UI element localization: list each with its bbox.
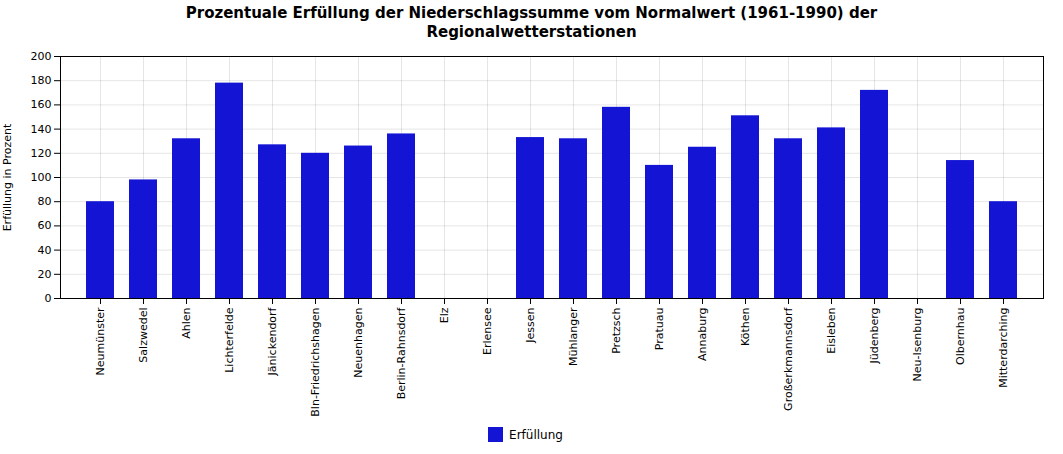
svg-text:Großerkmannsdorf: Großerkmannsdorf — [782, 306, 795, 410]
svg-text:Bln-Friedrichshagen: Bln-Friedrichshagen — [309, 307, 322, 416]
svg-text:20: 20 — [38, 268, 52, 281]
svg-text:Jüdenberg: Jüdenberg — [868, 308, 881, 365]
svg-text:Pratuau: Pratuau — [653, 308, 666, 351]
svg-text:60: 60 — [38, 219, 52, 232]
svg-text:Erlensee: Erlensee — [481, 307, 494, 355]
svg-text:40: 40 — [38, 244, 52, 257]
svg-text:Pretzsch: Pretzsch — [610, 307, 623, 353]
svg-text:160: 160 — [31, 98, 52, 111]
svg-text:120: 120 — [31, 147, 52, 160]
svg-text:Annaburg: Annaburg — [696, 308, 709, 361]
svg-text:100: 100 — [31, 171, 52, 184]
svg-text:Neu-Isenburg: Neu-Isenburg — [911, 308, 924, 382]
svg-text:180: 180 — [31, 74, 52, 87]
svg-text:Berlin-Rahnsdorf: Berlin-Rahnsdorf — [395, 306, 408, 399]
svg-text:Elz: Elz — [438, 307, 451, 323]
svg-text:Ahlen: Ahlen — [180, 307, 193, 338]
svg-text:Salzwedel: Salzwedel — [137, 308, 150, 363]
svg-text:Mühlanger: Mühlanger — [567, 307, 580, 366]
html-text:Prozentuale Erfüllung der Nied: Prozentuale Erfüllung der Niederschlagss… — [185, 4, 878, 41]
svg-text:Lichterfelde: Lichterfelde — [223, 307, 236, 372]
html-text:Erfüllung: Erfüllung — [509, 427, 563, 442]
svg-text:Neuenhagen: Neuenhagen — [352, 307, 365, 377]
svg-text:Köthen: Köthen — [739, 307, 752, 345]
svg-text:Olbernhau: Olbernhau — [954, 308, 967, 365]
svg-text:Neumünster: Neumünster — [94, 307, 107, 375]
svg-text:Eisleben: Eisleben — [825, 307, 838, 353]
svg-text:Jänickendorf: Jänickendorf — [266, 306, 279, 376]
svg-text:80: 80 — [38, 195, 52, 208]
svg-text:Mitterdarching: Mitterdarching — [997, 308, 1010, 388]
svg-text:Erfüllung in Prozent: Erfüllung in Prozent — [1, 123, 14, 231]
svg-text:0: 0 — [45, 292, 52, 305]
svg-text:200: 200 — [31, 50, 52, 63]
svg-text:Jessen: Jessen — [524, 307, 537, 343]
svg-text:140: 140 — [31, 123, 52, 136]
